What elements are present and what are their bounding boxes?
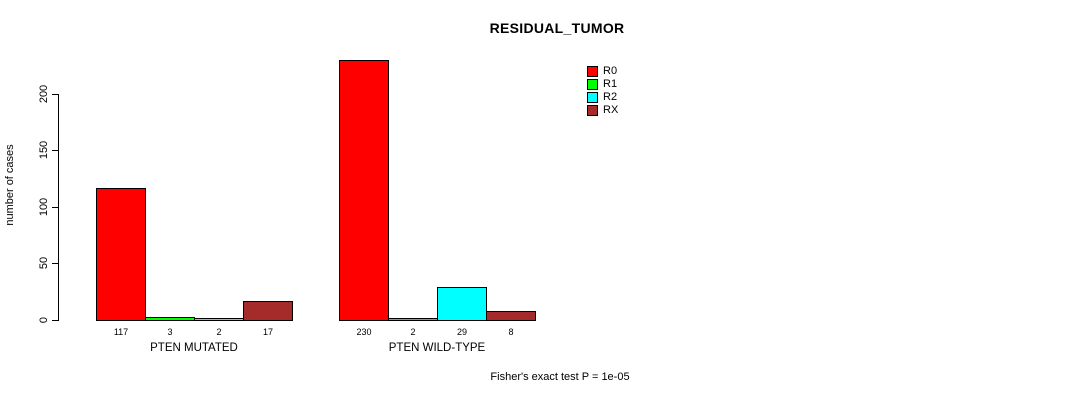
legend-label-rx: RX — [603, 104, 619, 116]
y-axis-tick — [52, 150, 58, 152]
y-axis-tick — [52, 320, 58, 321]
chart-title: RESIDUAL_TUMOR — [489, 20, 625, 36]
bar-r0-pten-wild-type — [339, 59, 389, 321]
y-axis-tick — [52, 93, 58, 95]
y-axis-tick — [52, 263, 58, 265]
y-axis-line — [58, 93, 59, 321]
bar-r1-pten-mutated — [145, 316, 195, 321]
bar-value-label: 230 — [356, 327, 372, 337]
legend-label-r1: R1 — [603, 78, 618, 90]
bar-value-label: 8 — [508, 327, 514, 337]
y-axis-tick — [52, 206, 58, 208]
legend-label-r0: R0 — [603, 65, 618, 77]
legend-swatch-rx — [587, 105, 598, 116]
y-axis-tick-label: 100 — [38, 197, 50, 216]
bar-r0-pten-mutated — [96, 187, 146, 321]
y-axis-tick-label: 50 — [38, 257, 50, 270]
legend-swatch-r1 — [587, 79, 598, 90]
category-label-pten-mutated: PTEN MUTATED — [150, 342, 238, 354]
legend-swatch-r2 — [587, 92, 598, 103]
y-axis-tick-label: 150 — [38, 141, 50, 160]
statistical-test-footnote: Fisher's exact test P = 1e-05 — [490, 371, 630, 383]
bar-rx-pten-mutated — [243, 300, 293, 321]
bar-r2-pten-mutated — [194, 317, 244, 321]
bar-value-label: 17 — [262, 327, 273, 337]
bar-r1-pten-wild-type — [388, 317, 438, 321]
bar-value-label: 3 — [167, 327, 173, 337]
category-label-pten-wild-type: PTEN WILD-TYPE — [388, 342, 486, 354]
bar-value-label: 29 — [456, 327, 467, 337]
bar-value-label: 117 — [113, 327, 129, 337]
bar-r2-pten-wild-type — [437, 287, 487, 321]
bar-value-label: 2 — [216, 327, 222, 337]
bar-value-label: 2 — [410, 327, 416, 337]
y-axis-tick-label: 200 — [38, 84, 50, 103]
y-axis-tick-label: 0 — [38, 316, 50, 324]
legend-swatch-r0 — [587, 66, 598, 77]
bar-rx-pten-wild-type — [486, 310, 536, 321]
legend-label-r2: R2 — [603, 91, 618, 103]
